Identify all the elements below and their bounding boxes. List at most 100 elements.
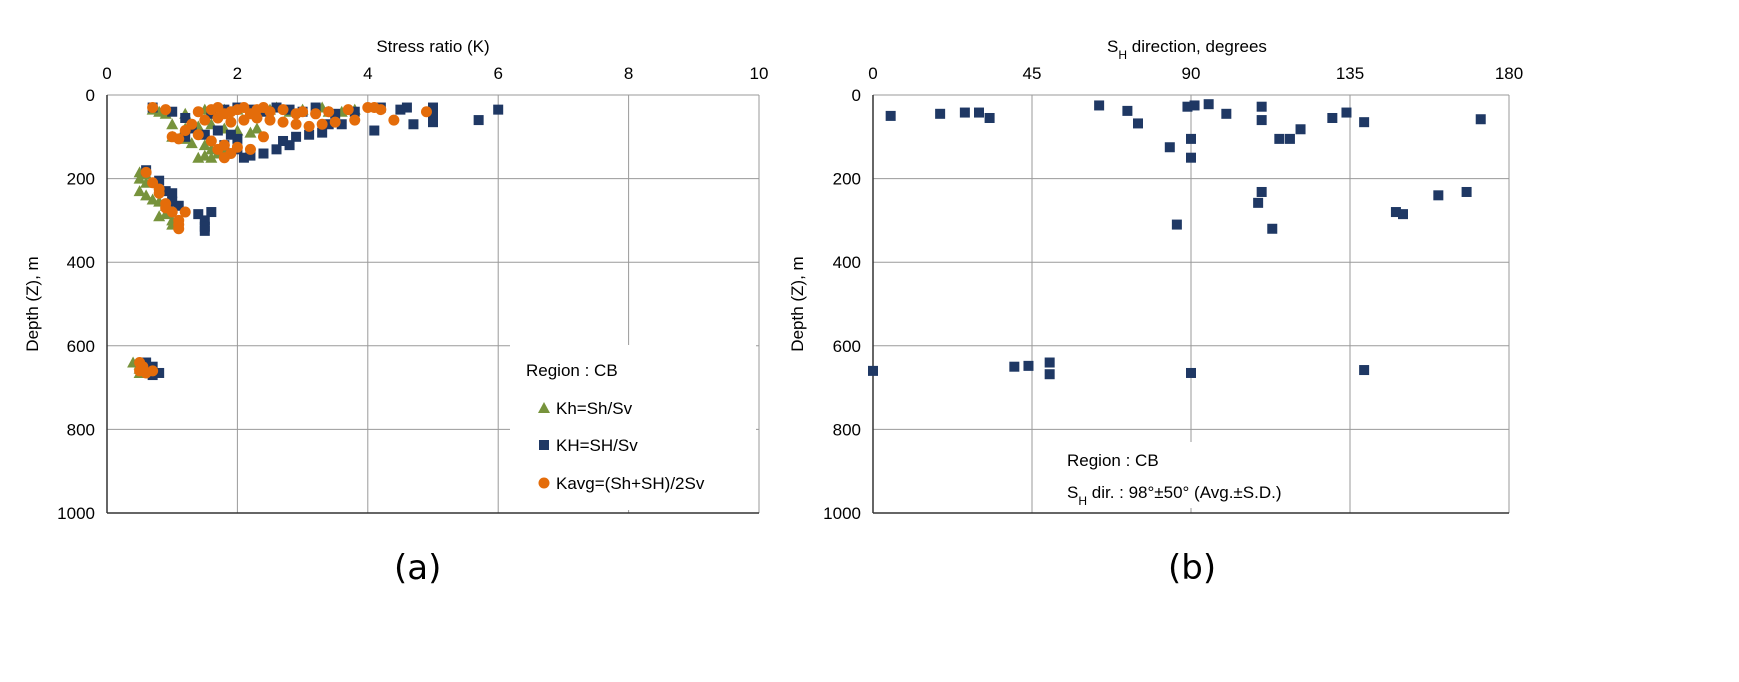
data-point-square (167, 196, 178, 207)
data-point-circle (244, 143, 256, 155)
data-point-square (238, 152, 249, 163)
x-tick-label: 180 (1495, 64, 1523, 83)
x-tick-label: 90 (1182, 64, 1201, 83)
data-point-square (1359, 117, 1370, 128)
data-point-circle (192, 129, 204, 141)
data-point-square (1461, 186, 1472, 197)
data-point-circle (316, 118, 328, 130)
data-point-circle (173, 133, 185, 145)
data-point-circle (264, 114, 276, 126)
data-point-square (1094, 100, 1105, 111)
data-point-circle (420, 106, 432, 118)
data-point-circle (147, 365, 159, 377)
data-point-triangle (140, 189, 153, 201)
data-point-square (1256, 115, 1267, 126)
data-point-square (1341, 107, 1352, 118)
data-point-square (868, 365, 878, 376)
y-tick-label: 400 (67, 253, 95, 272)
data-point-square (160, 186, 171, 197)
x-tick-label: 0 (868, 64, 877, 83)
data-point-square (154, 175, 165, 186)
data-point-circle (179, 206, 191, 218)
data-point-square (1390, 207, 1401, 218)
data-point-circle (147, 102, 159, 114)
data-point-triangle (159, 208, 172, 220)
data-point-square (323, 119, 334, 130)
data-point-circle (257, 131, 269, 143)
data-point-circle (290, 118, 302, 130)
data-point-square (1182, 101, 1193, 112)
data-point-circle (238, 114, 250, 126)
data-point-square (271, 102, 282, 113)
data-point-square (180, 131, 191, 142)
data-point-circle (297, 106, 309, 118)
data-point-circle (179, 125, 191, 137)
data-point-square (428, 117, 438, 128)
data-point-circle (342, 104, 354, 116)
x-tick-label: 4 (363, 64, 372, 83)
legend-marker (539, 440, 549, 450)
data-point-circle (225, 116, 237, 128)
data-point-square (408, 119, 419, 130)
data-point-square (1186, 133, 1196, 144)
data-point-square (974, 107, 984, 118)
data-point-square (1433, 190, 1444, 201)
data-point-circle (277, 104, 289, 116)
data-point-triangle (205, 151, 218, 163)
y-tick-label: 800 (67, 420, 95, 439)
data-point-square (1133, 118, 1143, 129)
data-point-square (1295, 124, 1306, 135)
data-point-circle (140, 166, 152, 178)
x-tick-label: 8 (624, 64, 633, 83)
data-point-square (1274, 133, 1285, 144)
data-point-square (245, 150, 256, 161)
data-point-square (1221, 108, 1232, 119)
x-tick-label: 135 (1336, 64, 1364, 83)
data-point-square (199, 215, 210, 226)
x-tick-label: 10 (750, 64, 769, 83)
data-point-circle (349, 114, 361, 126)
y-tick-label: 0 (86, 86, 95, 105)
data-point-triangle (153, 210, 166, 222)
data-point-square (473, 115, 484, 126)
y-tick-label: 600 (67, 337, 95, 356)
y-axis-title: Depth (Z), m (23, 256, 42, 351)
data-point-square (232, 133, 243, 144)
data-point-square (271, 144, 282, 155)
data-point-square (1186, 367, 1196, 378)
data-point-square (428, 102, 438, 113)
plot-area-b: 0 45 90 135 180 0 200 400 600 800 1000 Depth (Z), m… (788, 37, 1523, 523)
data-point-square (1164, 142, 1175, 153)
data-point-square (1189, 100, 1200, 111)
panel-label-b: (b) (1168, 548, 1217, 588)
y-axis-title: Depth (Z), m (788, 256, 807, 351)
data-point-circle (160, 104, 172, 116)
data-point-square (336, 119, 347, 130)
data-point-circle (212, 143, 224, 155)
data-point-triangle (166, 118, 179, 130)
data-point-square (1284, 133, 1295, 144)
data-point-circle (310, 108, 322, 120)
data-point-triangle (198, 149, 211, 161)
data-point-square (180, 112, 191, 123)
data-point-triangle (133, 172, 146, 184)
data-point-square (225, 129, 236, 140)
annotation-direction: SH dir. : 98°±50° (Avg.±S.D.) (1067, 483, 1281, 508)
data-point-circle (192, 106, 204, 118)
data-point-square (1359, 365, 1370, 376)
data-point-square (278, 135, 289, 146)
data-point-circle (205, 135, 217, 147)
x-tick-label: 6 (493, 64, 502, 83)
data-point-triangle (244, 126, 257, 138)
legend-entry-label: KH=SH/Sv (556, 436, 638, 455)
data-point-square (193, 209, 204, 220)
data-point-circle (264, 106, 276, 118)
data-point-square (1327, 112, 1338, 123)
data-point-circle (212, 112, 224, 124)
data-point-circle (388, 114, 400, 126)
data-point-square (167, 106, 178, 117)
legend-entry-label: Kh=Sh/Sv (556, 399, 633, 418)
data-point-circle (323, 106, 335, 118)
data-point-square (310, 102, 321, 113)
data-point-square (284, 104, 295, 115)
